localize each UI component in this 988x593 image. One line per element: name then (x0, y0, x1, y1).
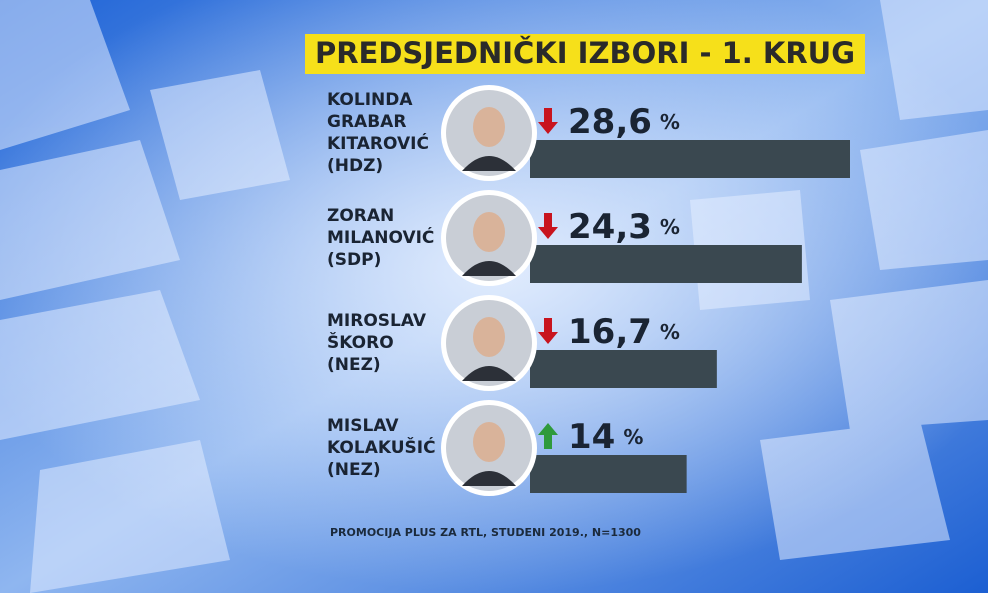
value-number: 16,7 (568, 312, 652, 352)
value-unit: % (660, 215, 680, 239)
portrait-body (462, 156, 516, 171)
bar (530, 140, 850, 178)
trend-arrow (538, 423, 558, 449)
portrait-head (473, 107, 505, 147)
value-unit: % (623, 425, 643, 449)
value-label: 28,6% (568, 102, 680, 142)
candidate-name: (NEZ) (327, 460, 381, 480)
candidate-name: ŠKORO (327, 331, 394, 353)
bar (530, 245, 802, 283)
portrait-body (462, 366, 516, 381)
candidate-name: MISLAV (327, 416, 399, 436)
bar (530, 350, 717, 388)
candidate-name: GRABAR (327, 112, 406, 132)
candidate-name: (HDZ) (327, 156, 383, 176)
trend-arrow (538, 213, 558, 239)
value-unit: % (660, 320, 680, 344)
portrait-head (473, 212, 505, 252)
candidate-name: ZORAN (327, 206, 394, 226)
value-number: 14 (568, 417, 615, 457)
portrait-head (473, 422, 505, 462)
trend-arrow (538, 318, 558, 344)
candidate-name: (SDP) (327, 250, 381, 270)
value-number: 24,3 (568, 207, 652, 247)
portrait-body (462, 261, 516, 276)
portrait-body (462, 471, 516, 486)
candidate-name: (NEZ) (327, 355, 381, 375)
candidate-name: KOLAKUŠIĆ (327, 436, 436, 458)
chart-title: PREDSJEDNIČKI IZBORI - 1. KRUG (315, 36, 855, 70)
value-number: 28,6 (568, 102, 652, 142)
trend-arrow (538, 108, 558, 134)
portrait-head (473, 317, 505, 357)
title-box (305, 34, 865, 74)
candidate-name: MIROSLAV (327, 311, 427, 331)
value-label: 16,7% (568, 312, 680, 352)
source-note: PROMOCIJA PLUS ZA RTL, STUDENI 2019., N=… (330, 526, 641, 539)
value-label: 14% (568, 417, 643, 457)
value-unit: % (660, 110, 680, 134)
value-label: 24,3% (568, 207, 680, 247)
candidate-name: MILANOVIĆ (327, 226, 434, 248)
bar (530, 455, 687, 493)
candidate-name: KITAROVIĆ (327, 132, 429, 154)
candidate-name: KOLINDA (327, 90, 413, 110)
